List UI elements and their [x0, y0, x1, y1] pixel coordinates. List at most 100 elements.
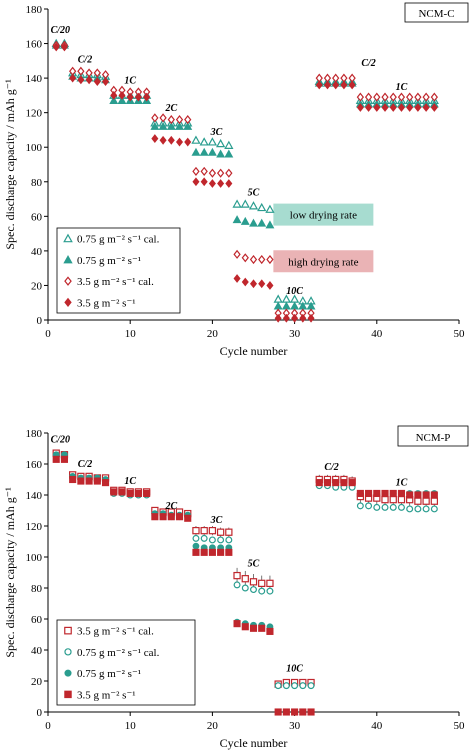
- data-point: [184, 115, 192, 125]
- x-tick-label: 30: [289, 720, 301, 732]
- data-point: [110, 90, 118, 100]
- data-point: [266, 587, 274, 595]
- data-point: [241, 575, 249, 583]
- data-point: [93, 477, 101, 485]
- y-tick-label: 60: [31, 614, 43, 626]
- data-point: [224, 140, 234, 149]
- data-point: [348, 80, 356, 90]
- legend-label: 3.5 g m⁻² s⁻¹: [77, 689, 136, 701]
- data-point: [233, 571, 241, 580]
- data-point: [233, 249, 241, 259]
- rate-label: 3C: [210, 127, 223, 138]
- annotation-label: low drying rate: [290, 210, 357, 222]
- data-point: [134, 92, 142, 102]
- data-point: [381, 495, 389, 504]
- data-point: [208, 168, 217, 178]
- data-point: [77, 75, 85, 85]
- data-point: [232, 215, 242, 224]
- data-point: [159, 113, 167, 123]
- series-3: [52, 455, 438, 716]
- legend-marker: [63, 255, 73, 264]
- data-point: [249, 279, 258, 289]
- x-axis-label: Cycle number: [220, 344, 288, 358]
- data-point: [191, 147, 201, 156]
- data-point: [258, 624, 266, 632]
- data-point: [365, 502, 373, 510]
- data-point: [233, 274, 241, 283]
- data-point: [241, 584, 249, 592]
- data-point: [60, 455, 69, 463]
- y-tick-label: 60: [31, 211, 43, 223]
- data-point: [159, 513, 167, 521]
- data-point: [291, 682, 299, 690]
- data-point: [422, 491, 430, 499]
- rate-label: C/20: [51, 434, 70, 445]
- x-tick-label: 20: [207, 720, 219, 732]
- rate-label: 5C: [248, 558, 260, 569]
- data-point: [265, 220, 275, 229]
- legend-marker: [64, 690, 72, 699]
- data-point: [200, 548, 208, 556]
- annotation-box: [273, 203, 374, 226]
- data-point: [225, 179, 233, 188]
- data-point: [266, 579, 274, 588]
- data-point: [365, 103, 373, 112]
- data-point: [406, 92, 414, 102]
- data-point: [273, 301, 283, 310]
- panel-label: NCM-P: [416, 432, 451, 444]
- legend-marker: [64, 276, 72, 286]
- data-point: [323, 80, 332, 90]
- data-point: [158, 121, 168, 130]
- x-tick-label: 0: [45, 720, 51, 732]
- y-tick-label: 20: [31, 676, 43, 688]
- data-point: [332, 80, 340, 90]
- data-point: [225, 528, 233, 536]
- data-point: [167, 115, 175, 125]
- data-point: [406, 491, 414, 499]
- x-tick-label: 40: [371, 328, 383, 340]
- x-tick-label: 10: [125, 720, 137, 732]
- data-point: [248, 201, 259, 210]
- data-point: [192, 166, 200, 176]
- data-point: [258, 587, 266, 595]
- data-point: [307, 708, 315, 716]
- data-point: [249, 254, 258, 265]
- rate-label: 3C: [210, 515, 223, 526]
- data-point: [241, 623, 249, 631]
- data-point: [225, 548, 233, 556]
- data-point: [175, 137, 184, 147]
- data-point: [258, 279, 266, 289]
- data-point: [192, 534, 200, 542]
- data-point: [77, 66, 85, 76]
- x-tick-label: 20: [207, 328, 219, 340]
- legend-label: 0.75 g m⁻² s⁻¹: [77, 255, 141, 267]
- legend-marker: [64, 297, 72, 307]
- legend-marker: [63, 233, 73, 243]
- data-point: [282, 708, 290, 716]
- data-point: [356, 489, 364, 498]
- data-point: [282, 313, 290, 323]
- data-point: [389, 495, 397, 504]
- data-point: [389, 92, 397, 102]
- y-tick-label: 120: [26, 521, 43, 533]
- data-point: [340, 479, 348, 487]
- data-point: [373, 92, 381, 102]
- y-tick-label: 160: [26, 39, 43, 51]
- data-point: [217, 179, 225, 188]
- data-point: [52, 455, 60, 463]
- y-tick-label: 180: [26, 428, 43, 440]
- data-point: [315, 80, 323, 90]
- data-point: [414, 505, 422, 513]
- data-point: [381, 489, 389, 498]
- data-point: [175, 115, 184, 125]
- data-point: [422, 505, 430, 513]
- y-axis-label: Spec. discharge capacity / mAh g⁻¹: [3, 79, 17, 250]
- data-point: [184, 514, 192, 522]
- data-point: [232, 199, 242, 208]
- data-point: [364, 92, 373, 102]
- data-point: [183, 121, 193, 130]
- data-point: [192, 548, 200, 556]
- data-point: [143, 92, 151, 102]
- x-tick-label: 0: [45, 328, 51, 340]
- data-point: [397, 92, 406, 102]
